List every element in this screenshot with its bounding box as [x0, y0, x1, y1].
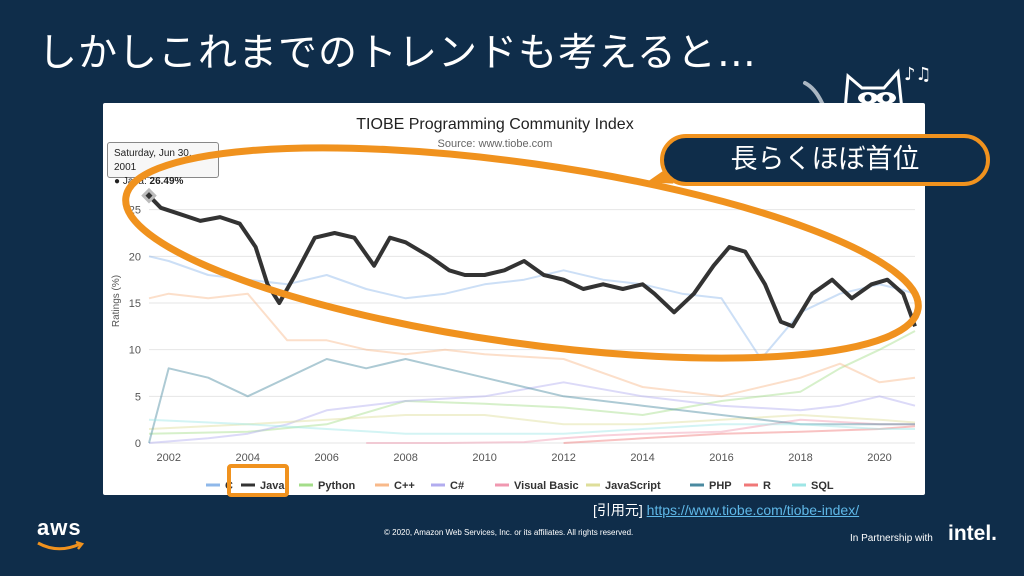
java-legend-highlight: [227, 464, 289, 497]
series-line-javascript: [148, 414, 916, 430]
tooltip-value: 26.49%: [149, 176, 184, 187]
citation-link[interactable]: https://www.tiobe.com/tiobe-index/: [646, 502, 860, 518]
legend-item-python[interactable]: Python: [299, 480, 356, 492]
legend-label: C++: [394, 480, 415, 492]
partner-text: In Partnership with: [850, 533, 933, 544]
tooltip-date: Saturday, Jun 30, 2001: [114, 148, 192, 173]
x-tick-label: 2020: [867, 452, 891, 464]
x-tick-label: 2012: [551, 452, 575, 464]
chart-title: TIOBE Programming Community Index: [356, 116, 633, 133]
series-line-python: [148, 330, 916, 435]
chart-legend[interactable]: C Java Python C++ C# Visual Basic JavaScript PH…: [206, 480, 834, 492]
cat-mascot-icon: ♪♫: [803, 64, 932, 112]
series-line-c-: [148, 381, 916, 444]
legend-item-sql[interactable]: SQL: [792, 480, 834, 492]
copyright-text: © 2020, Amazon Web Services, Inc. or its…: [384, 528, 634, 537]
series-line-r: [563, 425, 916, 444]
legend-item-java[interactable]: Java: [241, 480, 285, 492]
legend-label: R: [763, 480, 771, 492]
x-tick-label: 2010: [472, 452, 496, 464]
chart-subtitle: Source: www.tiobe.com: [438, 138, 553, 150]
series-line-c-: [148, 292, 916, 398]
y-tick-label: 5: [135, 391, 141, 403]
x-tick-label: 2004: [235, 452, 259, 464]
legend-item-r[interactable]: R: [744, 480, 771, 492]
citation-prefix: [引用元]: [593, 502, 643, 518]
legend-label: Python: [318, 480, 356, 492]
legend-label: SQL: [811, 480, 834, 492]
legend-item-c-[interactable]: C++: [375, 480, 415, 492]
tiobe-chart: TIOBE Programming Community Index Source…: [111, 116, 917, 492]
legend-label: Visual Basic: [514, 480, 579, 492]
legend-label: Java: [260, 480, 285, 492]
x-tick-label: 2016: [709, 452, 733, 464]
callout-bubble: 長らくほぼ首位: [660, 134, 990, 186]
x-tick-label: 2002: [157, 452, 181, 464]
aws-smile-icon: [37, 540, 84, 551]
slide-title: しかしこれまでのトレンドも考えると…: [38, 31, 757, 76]
legend-label: JavaScript: [605, 480, 661, 492]
citation: [引用元] https://www.tiobe.com/tiobe-index/: [593, 500, 859, 520]
y-tick-label: 20: [129, 251, 141, 263]
x-tick-label: 2018: [788, 452, 812, 464]
series-line-visual-basic: [366, 418, 915, 444]
legend-label: PHP: [709, 480, 732, 492]
legend-item-javascript[interactable]: JavaScript: [586, 480, 661, 492]
aws-logo: aws: [37, 515, 82, 540]
series-line-php: [148, 358, 915, 444]
legend-label: C#: [450, 480, 464, 492]
chart-y-axis-label: Ratings (%): [111, 275, 122, 327]
series-line-sql: [148, 418, 915, 435]
y-tick-label: 0: [135, 438, 141, 450]
chart-series-layer: [141, 187, 917, 444]
legend-item-php[interactable]: PHP: [690, 480, 732, 492]
x-tick-label: 2006: [314, 452, 338, 464]
y-tick-label: 15: [129, 298, 141, 310]
music-note-icon: ♪♫: [904, 64, 932, 85]
legend-item-visual-basic[interactable]: Visual Basic: [495, 480, 579, 492]
legend-item-c-[interactable]: C#: [431, 480, 464, 492]
intel-logo: intel.: [948, 522, 998, 545]
y-tick-label: 10: [129, 345, 141, 357]
x-tick-label: 2014: [630, 452, 654, 464]
java-hover-point[interactable]: [141, 187, 157, 204]
x-tick-label: 2008: [393, 452, 417, 464]
